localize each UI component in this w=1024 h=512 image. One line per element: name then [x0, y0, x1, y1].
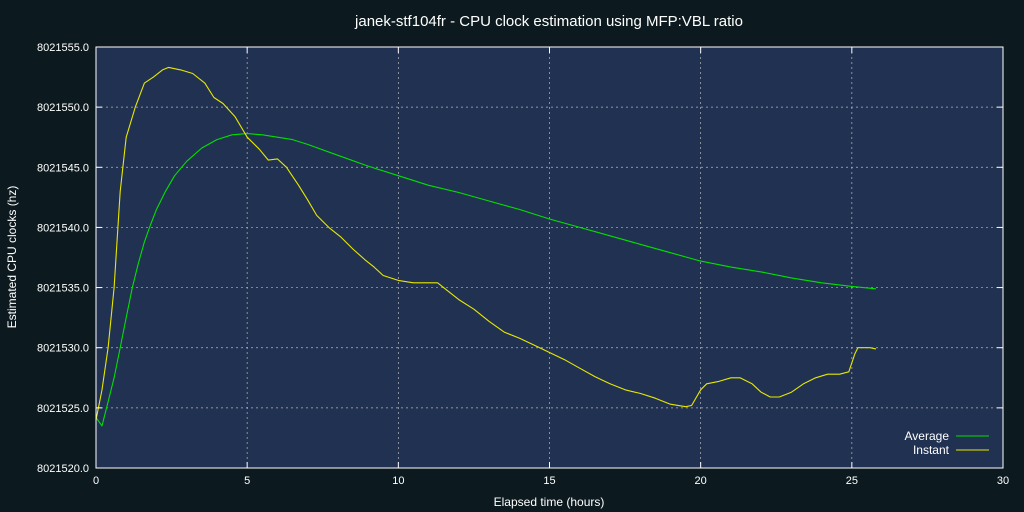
series-line-instant	[95, 66, 877, 421]
y-tick-label: 8021535.0	[37, 283, 89, 295]
chart-title: janek-stf104fr - CPU clock estimation us…	[354, 13, 743, 30]
x-tick-label: 30	[997, 475, 1009, 487]
legend-label-instant: Instant	[913, 443, 950, 457]
x-axis-label: Elapsed time (hours)	[494, 495, 605, 509]
axis-ticks: 0 5 10 15 20 25 30 8021520.0 8021525.0 8021530.0 8…	[37, 42, 1009, 487]
x-tick-label: 25	[846, 475, 858, 487]
y-tick-label: 8021540.0	[37, 222, 89, 234]
x-tick-label: 15	[543, 475, 555, 487]
y-tick-label: 8021525.0	[37, 403, 89, 415]
x-tick-label: 10	[392, 475, 404, 487]
x-tick-label: 20	[695, 475, 707, 487]
x-tick-label: 5	[244, 475, 250, 487]
x-tick-label: 0	[93, 475, 99, 487]
y-axis-label: Estimated CPU clocks (hz)	[5, 186, 19, 329]
y-tick-label: 8021555.0	[37, 42, 89, 54]
y-tick-label: 8021520.0	[37, 463, 89, 475]
y-tick-label: 8021545.0	[37, 162, 89, 174]
series-layer	[95, 66, 877, 427]
series-line-average	[95, 133, 877, 427]
y-tick-label: 8021530.0	[37, 343, 89, 355]
y-tick-label: 8021550.0	[37, 102, 89, 114]
grid-lines	[96, 47, 1003, 468]
legend-label-average: Average	[905, 429, 950, 443]
